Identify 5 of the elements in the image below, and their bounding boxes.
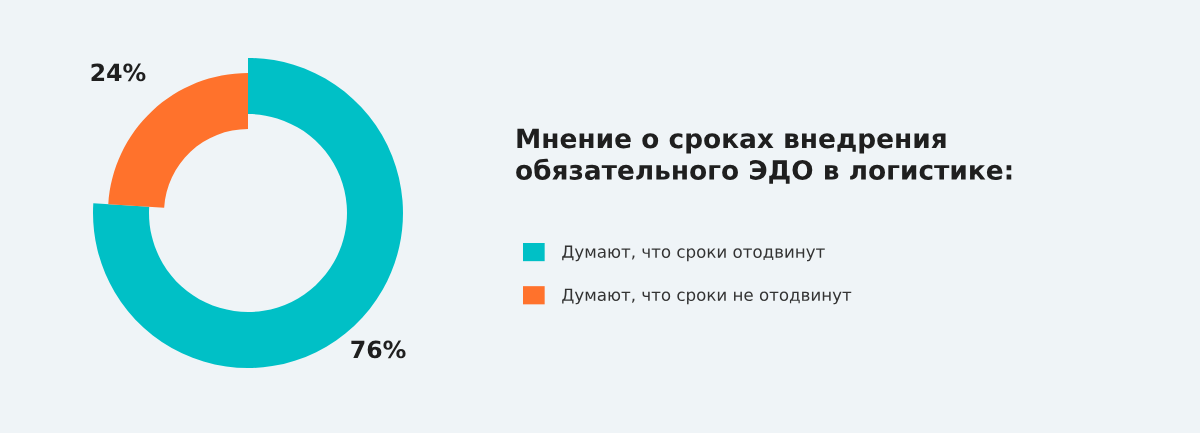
data-label: 76% (351, 340, 406, 359)
legend-label: Думают, что сроки не отодвинут (562, 288, 852, 305)
legend-label: Думают, что сроки отодвинут (562, 245, 825, 262)
data-label: 24% (91, 63, 146, 82)
text: Мнение о сроках внедрения обязательного ЭДО в логистике: (516, 128, 1012, 184)
